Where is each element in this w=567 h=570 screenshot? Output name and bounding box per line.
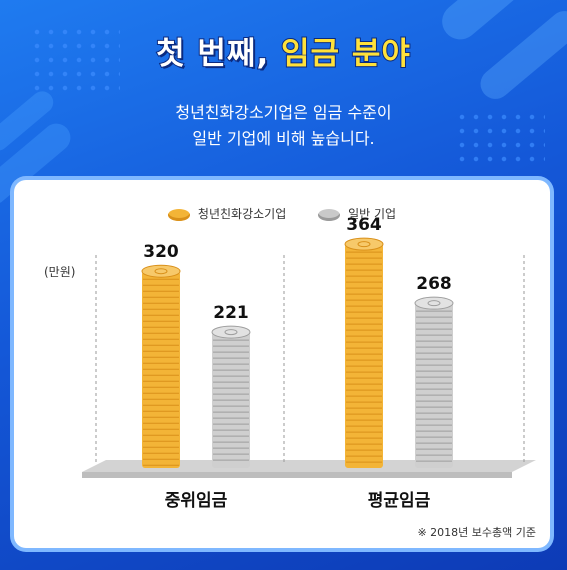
chart-card: 청년친화강소기업 일반 기업 (만원) 320 221 중위임금 364 268 평균임금… [14, 180, 550, 548]
legend-item-series-1: 청년친화강소기업 [167, 205, 287, 222]
coin-emblem [427, 300, 441, 307]
legend-label-series-2: 일반 기업 [348, 207, 397, 221]
chart-legend: 청년친화강소기업 일반 기업 [14, 205, 550, 222]
data-label: 364 [346, 215, 382, 235]
coin-top [211, 325, 251, 339]
coin-top [141, 264, 181, 278]
decorative-dots [30, 25, 120, 95]
data-label: 221 [213, 303, 249, 323]
coin-top [414, 296, 454, 310]
silver-coin-icon [318, 208, 341, 221]
category-label: 평균임금 [368, 490, 431, 511]
data-label: 320 [143, 242, 179, 262]
coin-stack-body [415, 303, 453, 468]
coin-emblem [224, 329, 238, 336]
footnote: ※ 2018년 보수총액 기준 [417, 526, 536, 539]
decorative-dots [455, 110, 545, 170]
data-label: 268 [416, 274, 452, 294]
title-part-1: 첫 번째, [155, 35, 270, 73]
coin-top [344, 237, 384, 251]
title-part-2: 임금 분야 [280, 35, 411, 73]
coin-stack-body [345, 244, 383, 468]
bar-1-1 [141, 264, 181, 468]
coin-emblem [357, 241, 371, 248]
bar-chart: 320 221 중위임금 364 268 평균임금 [82, 215, 536, 511]
chart-floor-edge [82, 472, 512, 478]
coin-emblem [154, 268, 168, 275]
page-subtitle: 청년친화강소기업은 임금 수준이 일반 기업에 비해 높습니다. [0, 100, 567, 152]
category-label: 중위임금 [165, 490, 228, 511]
subtitle-line-2: 일반 기업에 비해 높습니다. [192, 129, 375, 148]
legend-item-series-2: 일반 기업 [318, 205, 396, 222]
bar-2-2 [414, 296, 454, 468]
gold-coin-icon [167, 208, 190, 221]
page-title: 첫 번째, 임금 분야 [0, 28, 567, 73]
y-axis-unit-label: (만원) [44, 265, 76, 279]
subtitle-line-1: 청년친화강소기업은 임금 수준이 [175, 103, 392, 122]
bar-2-1 [211, 325, 251, 468]
legend-label-series-1: 청년친화강소기업 [197, 207, 287, 221]
bar-1-2 [344, 237, 384, 468]
